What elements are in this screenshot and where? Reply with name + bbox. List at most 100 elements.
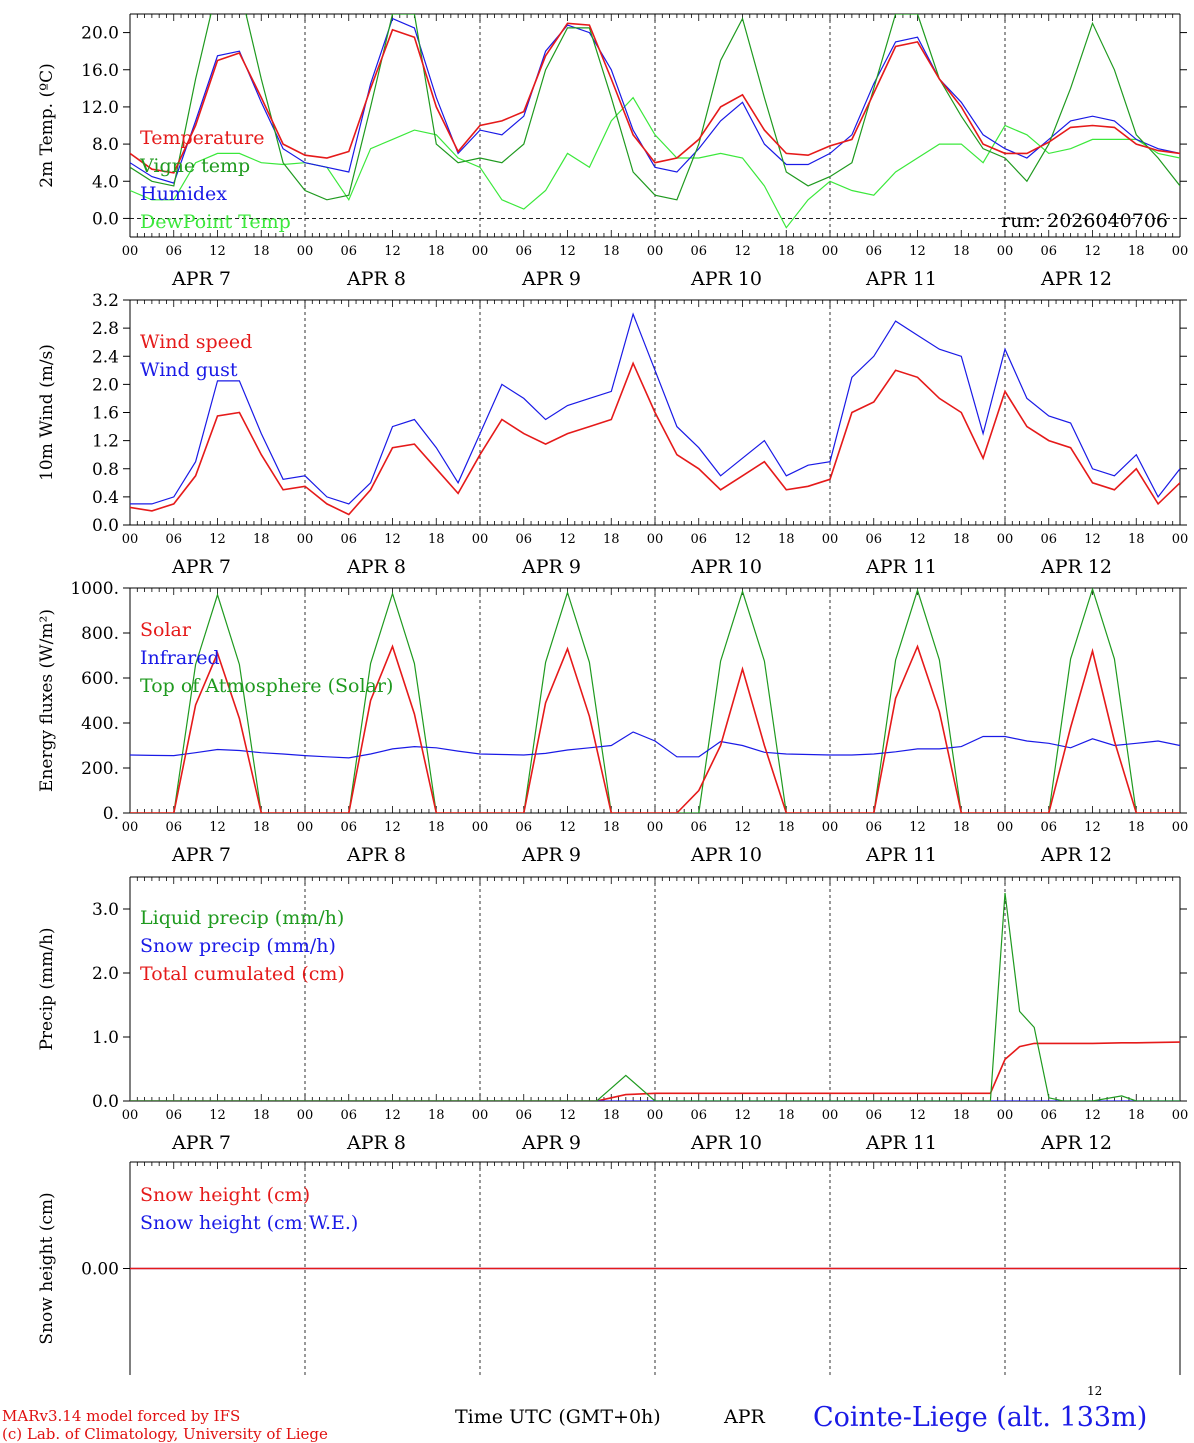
x-tick-label: 18 (253, 820, 270, 835)
series-line-vigne-temp (130, 14, 1180, 201)
y-axis-label: 2m Temp. (ºC) (37, 63, 57, 188)
panel-5: 0.00 Snow height (cm) Snow height (cm) Snow… (37, 1161, 1187, 1375)
x-tick-label: 18 (1128, 820, 1145, 835)
day-label: APR 12 (1040, 1132, 1112, 1154)
series-line-liquid-precip-mm-h- (130, 892, 1180, 1101)
x-axis-title: Time UTC (GMT+0h) (455, 1406, 661, 1428)
x-tick-label: 00 (1172, 532, 1189, 547)
x-tick-label: 00 (297, 820, 314, 835)
y-tick-label: 2.0 (92, 964, 119, 984)
x-tick-label: 06 (165, 1108, 182, 1123)
panel-3: 00 06 12 18 00 06 12 18 00 06 12 18 00 06 12 18 00 06 12 18… (37, 579, 1188, 866)
x-tick-label: 18 (953, 532, 970, 547)
y-tick-label: 1.2 (92, 432, 119, 452)
x-tick-label: 06 (340, 1108, 357, 1123)
y-tick-label: 3.2 (92, 291, 119, 311)
x-tick-label: 06 (165, 820, 182, 835)
day-label: APR 11 (865, 556, 937, 578)
x-tick-label: 00 (647, 532, 664, 547)
y-tick-label: 3.0 (92, 900, 119, 920)
series-line-top-of-atmosphere-solar- (130, 588, 1180, 813)
x-tick-label: 06 (165, 244, 182, 259)
x-tick-label: 18 (428, 244, 445, 259)
model-credit-line: MARv3.14 model forced by IFS (2, 1407, 241, 1425)
series-line-humidex (130, 17, 1180, 184)
y-tick-label: 0.8 (92, 460, 119, 480)
y-tick-label: 4.0 (92, 172, 119, 192)
day-label: APR 8 (346, 556, 406, 578)
day-label: APR 11 (865, 268, 937, 290)
x-tick-label: 06 (690, 532, 707, 547)
y-axis-label: Precip (mm/h) (37, 927, 57, 1050)
x-tick-label: 12 (559, 532, 576, 547)
x-tick-label: 00 (822, 244, 839, 259)
x-tick-label: 12 (909, 1108, 926, 1123)
x-tick-label: 06 (690, 1108, 707, 1123)
y-tick-label: 2.0 (92, 375, 119, 395)
y-tick-label: 800. (81, 624, 119, 644)
y-tick-label: 8.0 (92, 135, 119, 155)
x-tick-label: 06 (515, 820, 532, 835)
x-tick-label: 06 (1040, 820, 1057, 835)
x-tick-label: 12 (734, 1108, 751, 1123)
lab-credit-line: (c) Lab. of Climatology, University of L… (2, 1425, 328, 1443)
x-tick-label: 18 (603, 1108, 620, 1123)
x-tick-label: 00 (472, 1108, 489, 1123)
x-tick-label: 18 (428, 820, 445, 835)
x-tick-label: 18 (1128, 532, 1145, 547)
x-tick-label: 18 (603, 532, 620, 547)
day-label: APR 7 (171, 844, 231, 866)
x-tick-label: 00 (122, 244, 139, 259)
x-tick-label: 06 (1040, 244, 1057, 259)
x-tick-label: 12 (559, 244, 576, 259)
legend-entry: Liquid precip (mm/h) (140, 907, 344, 929)
x-tick-label: 00 (1172, 244, 1189, 259)
x-tick-label: 12 (559, 1108, 576, 1123)
x-tick-label: 00 (472, 532, 489, 547)
x-tick-label: 00 (1172, 820, 1189, 835)
x-axis-month: APR (724, 1406, 765, 1428)
day-label: APR 9 (521, 1132, 581, 1154)
x-tick-label: 06 (690, 820, 707, 835)
x-tick-label: 06 (1040, 1108, 1057, 1123)
x-tick-label: 00 (122, 1108, 139, 1123)
series-line-temperature (130, 22, 1180, 174)
x-tick-label: 06 (1040, 532, 1057, 547)
x-tick-label: 12 (909, 532, 926, 547)
x-tick-label: 00 (647, 820, 664, 835)
x-tick-label: 06 (865, 820, 882, 835)
day-label: APR 10 (690, 1132, 762, 1154)
y-tick-label: 20.0 (81, 24, 119, 44)
x-tick-label: 12 (209, 820, 226, 835)
day-label: APR 7 (171, 556, 231, 578)
y-axis-label: 10m Wind (m/s) (37, 344, 57, 481)
run-label: run: 2026040706 (1001, 210, 1168, 232)
day-label: APR 9 (521, 844, 581, 866)
legend-entry: Wind gust (140, 359, 238, 381)
x-tick-label: 18 (778, 1108, 795, 1123)
series-line-infrared (130, 731, 1180, 759)
x-tick-label: 18 (253, 1108, 270, 1123)
y-tick-label: 0.0 (92, 209, 119, 229)
x-tick-label: 00 (647, 1108, 664, 1123)
legend-entry: DewPoint Temp (140, 211, 291, 233)
x-tick-label: 00 (997, 820, 1014, 835)
y-tick-label: 1000. (70, 579, 119, 599)
x-tick-label: 00 (1172, 1108, 1189, 1123)
y-tick-label: 0.4 (92, 488, 119, 508)
y-tick-label: 0.00 (81, 1260, 119, 1280)
panel-2: 00 06 12 18 00 06 12 18 00 06 12 18 00 06 12 18 00 06 12 18… (37, 291, 1188, 578)
day-label: APR 8 (346, 844, 406, 866)
legend-entry: Vigne temp (139, 155, 250, 177)
x-tick-label: 18 (428, 532, 445, 547)
x-tick-label: 12 (734, 244, 751, 259)
x-tick-label: 18 (253, 244, 270, 259)
day-label: APR 12 (1040, 556, 1112, 578)
x-tick-label: 12 (209, 532, 226, 547)
x-tick-label: 00 (997, 532, 1014, 547)
panel-4: 00 06 12 18 00 06 12 18 00 06 12 18 00 06 12 18 00 06 12 18… (37, 876, 1189, 1154)
x-tick-label: 12 (734, 820, 751, 835)
x-tick-label: 00 (647, 244, 664, 259)
x-tick-label: 06 (515, 1108, 532, 1123)
